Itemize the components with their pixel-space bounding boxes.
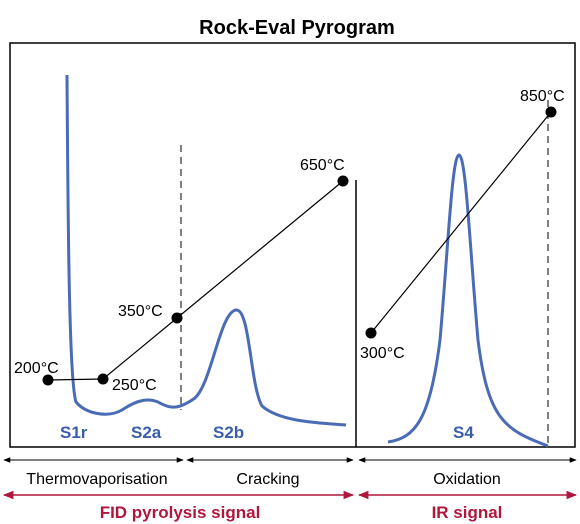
phase-label: Oxidation xyxy=(433,471,501,488)
signal-label: IR signal xyxy=(432,503,503,522)
temp-label: 650°C xyxy=(300,157,345,174)
temp-label: 850°C xyxy=(520,88,565,105)
temp-label: 300°C xyxy=(360,345,405,362)
peak-label: S2b xyxy=(213,423,244,442)
signal-label: FID pyrolysis signal xyxy=(100,503,261,522)
temp-label: 250°C xyxy=(112,377,157,394)
title: Rock-Eval Pyrogram xyxy=(199,17,395,39)
pyrolysis-curve xyxy=(65,74,347,427)
oxidation-curve xyxy=(387,153,549,448)
temp-label: 200°C xyxy=(14,360,59,377)
temp-label: 350°C xyxy=(118,303,163,320)
phase-label: Cracking xyxy=(236,471,299,488)
peak-label: S2a xyxy=(131,423,162,442)
frame xyxy=(9,42,576,448)
temperature-points xyxy=(42,106,557,386)
peak-label: S1r xyxy=(60,423,88,442)
peak-label: S4 xyxy=(453,423,474,442)
phase-label: Thermovaporisation xyxy=(26,471,167,488)
temperature-lines xyxy=(47,111,552,381)
